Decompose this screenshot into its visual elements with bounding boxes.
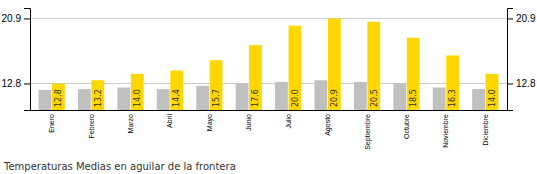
tick-label: 20.9 xyxy=(2,13,22,24)
bar xyxy=(472,89,485,110)
tick-mark xyxy=(24,18,30,19)
data-label: 14.0 xyxy=(488,89,497,107)
bar xyxy=(39,90,52,110)
bars xyxy=(39,18,499,110)
tick-label: Mayo xyxy=(206,114,214,131)
y-axis-right: 12.8 20.9 xyxy=(507,9,536,111)
axis-line xyxy=(31,110,508,111)
bar xyxy=(249,45,262,110)
tick-label: Marzo xyxy=(127,114,134,134)
data-label: 12.8 xyxy=(54,89,63,107)
tick-label: 12.8 xyxy=(516,78,536,89)
bar xyxy=(131,74,144,110)
bar xyxy=(236,83,249,110)
tick: Marzo xyxy=(127,110,134,133)
tick-label: Septiembre xyxy=(364,114,372,150)
tick-label: Julio xyxy=(285,114,292,129)
tick-label: 20.9 xyxy=(516,13,536,24)
tick-label: Octubre xyxy=(403,114,410,139)
data-label: 16.3 xyxy=(448,89,457,107)
tick: Septiembre xyxy=(364,110,372,150)
bar xyxy=(289,26,302,110)
tick-label: Junio xyxy=(245,114,252,131)
title: Temperaturas Medias en aguilar de la fro… xyxy=(3,161,236,172)
data-label: 14.4 xyxy=(172,89,181,107)
bar xyxy=(78,89,91,110)
bar xyxy=(210,60,223,110)
tick-mark xyxy=(507,18,513,19)
bar xyxy=(407,38,420,110)
bar xyxy=(275,82,288,110)
tick: Febrero xyxy=(88,110,95,139)
tick: Diciembre xyxy=(482,110,489,146)
tick: Julio xyxy=(285,110,292,128)
bar xyxy=(486,74,499,110)
bar xyxy=(315,80,328,110)
bar xyxy=(433,88,446,110)
tick: 20.9 xyxy=(507,13,536,24)
bar xyxy=(328,18,341,110)
tick-label: Diciembre xyxy=(482,114,489,146)
x-axis: Enero Febrero Marzo Abril Mayo Junio Julio Agos… xyxy=(31,110,508,150)
tick-mark xyxy=(24,83,30,84)
data-label: 17.6 xyxy=(251,89,260,107)
tick-label: 12.8 xyxy=(2,78,22,89)
tick: 12.8 xyxy=(507,78,536,89)
bar xyxy=(170,71,183,110)
tick-label: Abril xyxy=(166,114,173,128)
tick: Agosto xyxy=(324,110,332,136)
axis-line xyxy=(508,9,514,111)
data-label: 20.9 xyxy=(330,89,339,107)
tick: Abril xyxy=(166,110,173,128)
axis-line xyxy=(24,9,31,111)
tick-label: Enero xyxy=(48,114,55,133)
data-label: 20.5 xyxy=(370,89,379,107)
tick: Enero xyxy=(48,110,55,133)
tick-label: Agosto xyxy=(324,114,332,136)
tick: Noviembre xyxy=(442,110,449,148)
bar xyxy=(91,80,104,110)
bar xyxy=(52,83,65,110)
grid-line xyxy=(30,18,507,19)
data-label: 20.0 xyxy=(291,89,300,107)
bar xyxy=(354,82,367,110)
data-labels: 12.8 13.2 14.0 14.4 15.7 17.6 20.0 20.9 20.5 18.5… xyxy=(54,89,497,107)
bar xyxy=(393,83,406,110)
tick-mark xyxy=(507,83,513,84)
series xyxy=(52,18,498,110)
data-label: 14.0 xyxy=(133,89,142,107)
plot: 12.8 13.2 14.0 14.4 15.7 17.6 20.0 20.9 20.5 18.5… xyxy=(2,9,536,150)
bar xyxy=(196,86,209,110)
bar xyxy=(367,22,380,110)
bar xyxy=(446,55,459,110)
tick: Octubre xyxy=(403,110,410,139)
bar xyxy=(157,89,170,110)
chart: 12.8 13.2 14.0 14.4 15.7 17.6 20.0 20.9 20.5 18.5… xyxy=(0,0,537,174)
tick: 20.9 xyxy=(2,13,30,24)
tick-label: Noviembre xyxy=(442,114,449,148)
tick: Junio xyxy=(245,110,252,131)
y-axis: 12.8 20.9 xyxy=(2,9,31,111)
tick: Mayo xyxy=(206,110,214,131)
data-label: 15.7 xyxy=(212,89,221,107)
data-label: 13.2 xyxy=(94,89,103,107)
data-label: 18.5 xyxy=(409,89,418,107)
tick-label: Febrero xyxy=(88,114,95,139)
tick: 12.8 xyxy=(2,78,30,89)
grid xyxy=(30,18,507,83)
bar xyxy=(117,88,130,110)
